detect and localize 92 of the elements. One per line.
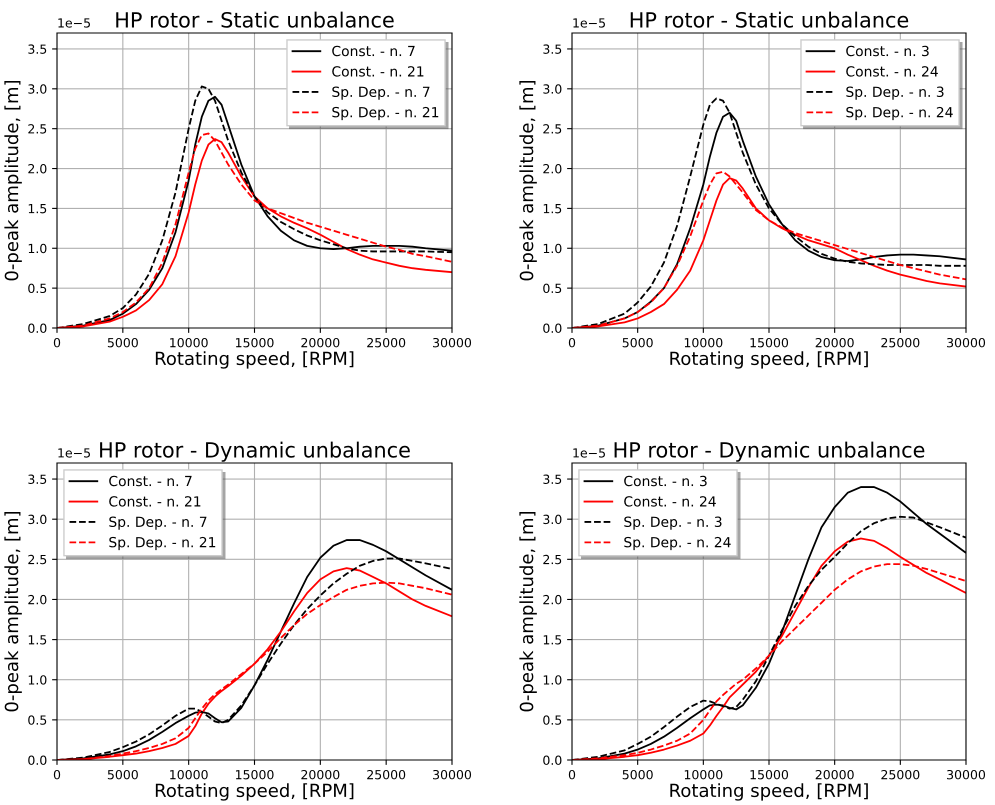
x-tick-label: 5000 (622, 338, 653, 348)
legend-label: Sp. Dep. - n. 7 (109, 516, 206, 530)
y-tick-label: 3.0 (543, 514, 562, 524)
x-tick-label: 25000 (881, 338, 920, 348)
x-tick-label: 0 (54, 770, 60, 780)
y-tick-label: 3.5 (543, 44, 562, 54)
x-tick-label: 15000 (236, 770, 274, 780)
x-tick-label: 25000 (367, 770, 406, 780)
y-tick-label: 2.0 (543, 594, 562, 604)
y-axis-title: 0-peak amplitude, [m] (519, 512, 537, 712)
x-tick-label: 30000 (433, 770, 472, 780)
y-tick-label: 0.0 (28, 323, 46, 333)
legend-label: Sp. Dep. - n. 3 (624, 516, 722, 530)
y-tick-label: 3.0 (28, 514, 46, 524)
y-tick-label: 1.0 (544, 675, 562, 685)
x-tick-label: 30000 (947, 770, 986, 780)
y-tick-label: 2.5 (28, 124, 46, 134)
text: 1e−5 (58, 18, 90, 28)
x-tick-label: 15000 (750, 338, 788, 348)
x-tick-label: 10000 (684, 338, 722, 348)
x-tick-label: 15000 (236, 338, 274, 348)
legend-label: Const. - n. 7 (109, 476, 192, 486)
legend-label: Sp. Dep. - n. 21 (109, 536, 216, 550)
x-tick-label: 0 (54, 338, 60, 348)
legend-label: Const. - n. 3 (624, 476, 707, 486)
y-axis-title: 0-peak amplitude, [m] (519, 80, 537, 280)
y-tick-label: 0.0 (543, 323, 562, 333)
chart-title: HP rotor - Dynamic unbalance (100, 442, 410, 462)
legend-label: Sp. Dep. - n. 3 (846, 86, 944, 100)
y-tick-label: 3.5 (28, 474, 46, 484)
x-tick-label: 10000 (684, 770, 722, 780)
x-tick-label: 25000 (881, 770, 920, 780)
legend-label: Sp. Dep. - n. 21 (332, 106, 438, 120)
legend-label: Sp. Dep. - n. 7 (332, 86, 430, 100)
y-tick-label: 3.0 (543, 84, 562, 94)
chart-title: HP rotor - Static unbalance (630, 12, 908, 28)
x-axis-title: Rotating speed, [RPM] (156, 351, 354, 369)
x-axis-title: Rotating speed, [RPM] (670, 351, 868, 369)
y-tick-label: 3.0 (28, 84, 46, 94)
y-tick-label: 1.5 (28, 635, 46, 645)
x-tick-label: 20000 (301, 338, 340, 348)
y-tick-label: 0.5 (543, 715, 562, 725)
y-tick-label: 2.0 (28, 164, 46, 174)
y-tick-label: 0.0 (543, 755, 562, 765)
y-axis-title: 0-peak amplitude, [m] (4, 80, 22, 280)
y-tick-label: 2.5 (543, 124, 562, 134)
x-tick-label: 10000 (170, 770, 208, 780)
y-tick-label: 0.5 (28, 284, 46, 294)
legend-label: Const. - n. 3 (846, 46, 929, 56)
chart-title: HP rotor - Dynamic unbalance (614, 442, 924, 462)
legend-label: Const. - n. 7 (332, 46, 415, 56)
legend-label: Const. - n. 24 (624, 496, 716, 507)
y-axis-title: 0-peak amplitude, [m] (4, 512, 22, 712)
y-tick-label: 3.5 (543, 474, 562, 484)
x-axis-title: Rotating speed, [RPM] (670, 783, 868, 801)
y-tick-label: 1.0 (544, 244, 562, 254)
x-tick-label: 0 (568, 770, 576, 780)
y-tick-label: 2.5 (28, 554, 46, 564)
legend-label: Sp. Dep. - n. 24 (624, 536, 731, 550)
x-tick-label: 5000 (622, 770, 653, 780)
y-tick-label: 1.5 (544, 635, 562, 645)
y-tick-label: 2.0 (28, 594, 46, 604)
text: 1e−5 (573, 448, 605, 458)
legend-label: Const. - n. 21 (109, 496, 200, 507)
legend-label: Const. - n. 24 (846, 66, 938, 77)
y-tick-label: 1.5 (544, 204, 562, 214)
y-tick-label: 0.5 (28, 715, 46, 725)
x-tick-label: 5000 (108, 770, 138, 780)
x-tick-label: 5000 (108, 338, 138, 348)
text: 1e−5 (58, 448, 90, 458)
x-tick-label: 15000 (750, 770, 788, 780)
y-tick-label: 1.5 (28, 204, 46, 214)
legend-label: Const. - n. 21 (332, 66, 424, 77)
x-tick-label: 20000 (301, 770, 340, 780)
legend-label: Sp. Dep. - n. 24 (846, 106, 953, 120)
y-tick-label: 3.5 (28, 44, 46, 54)
x-tick-label: 20000 (816, 338, 854, 348)
x-tick-label: 20000 (816, 770, 854, 780)
text: 1e−5 (573, 18, 605, 28)
x-tick-label: 30000 (433, 338, 472, 348)
x-axis-title: Rotating speed, [RPM] (156, 783, 354, 801)
y-tick-label: 0.0 (28, 755, 46, 765)
y-tick-label: 1.0 (28, 244, 46, 254)
x-tick-label: 30000 (947, 338, 986, 348)
x-tick-label: 0 (568, 338, 576, 348)
chart-title: HP rotor - Static unbalance (116, 12, 394, 28)
x-tick-label: 10000 (170, 338, 208, 348)
y-tick-label: 2.0 (543, 164, 562, 174)
y-tick-label: 0.5 (543, 284, 562, 294)
x-tick-label: 25000 (367, 338, 406, 348)
y-tick-label: 1.0 (28, 675, 46, 685)
y-tick-label: 2.5 (543, 554, 562, 564)
